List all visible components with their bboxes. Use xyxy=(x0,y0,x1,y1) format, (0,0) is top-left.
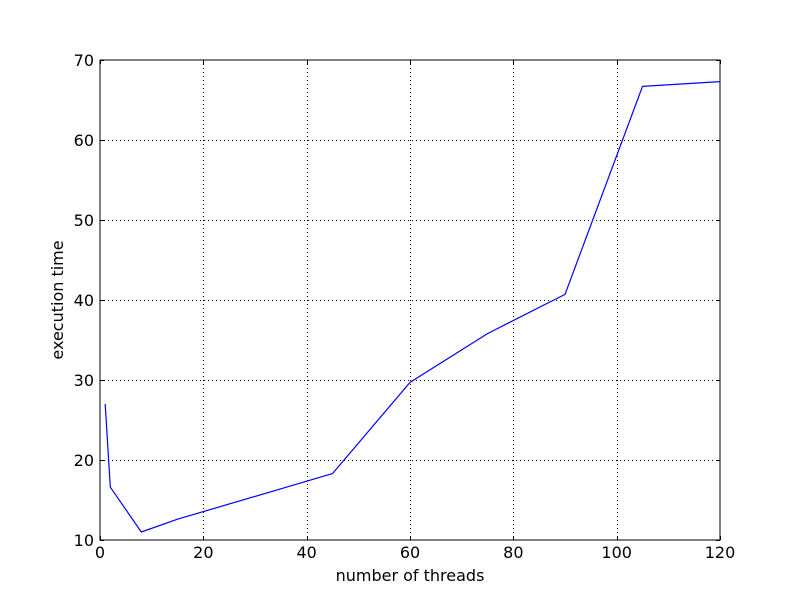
x-tick-label: 0 xyxy=(95,543,105,562)
y-tick-label: 10 xyxy=(74,531,94,550)
x-tick-label: 100 xyxy=(601,543,632,562)
x-tick-label: 60 xyxy=(400,543,420,562)
x-axis-label: number of threads xyxy=(336,566,485,585)
y-tick-label: 20 xyxy=(74,451,94,470)
y-tick-label: 30 xyxy=(74,371,94,390)
y-tick-label: 70 xyxy=(74,51,94,70)
x-tick-label: 20 xyxy=(193,543,213,562)
y-tick-label: 40 xyxy=(74,291,94,310)
grid-lines xyxy=(100,60,720,540)
y-tick-label: 50 xyxy=(74,211,94,230)
series-line xyxy=(104,81,721,533)
axis-ticks xyxy=(100,60,721,541)
x-tick-label: 120 xyxy=(705,543,736,562)
x-tick-label: 80 xyxy=(503,543,523,562)
x-tick-label: 40 xyxy=(296,543,316,562)
data-series xyxy=(104,81,721,533)
y-axis-label: execution time xyxy=(48,240,67,359)
tick-labels: 0 20 40 60 80 100 120 10 20 30 40 50 60 70 xyxy=(74,51,736,562)
y-tick-label: 60 xyxy=(74,131,94,150)
